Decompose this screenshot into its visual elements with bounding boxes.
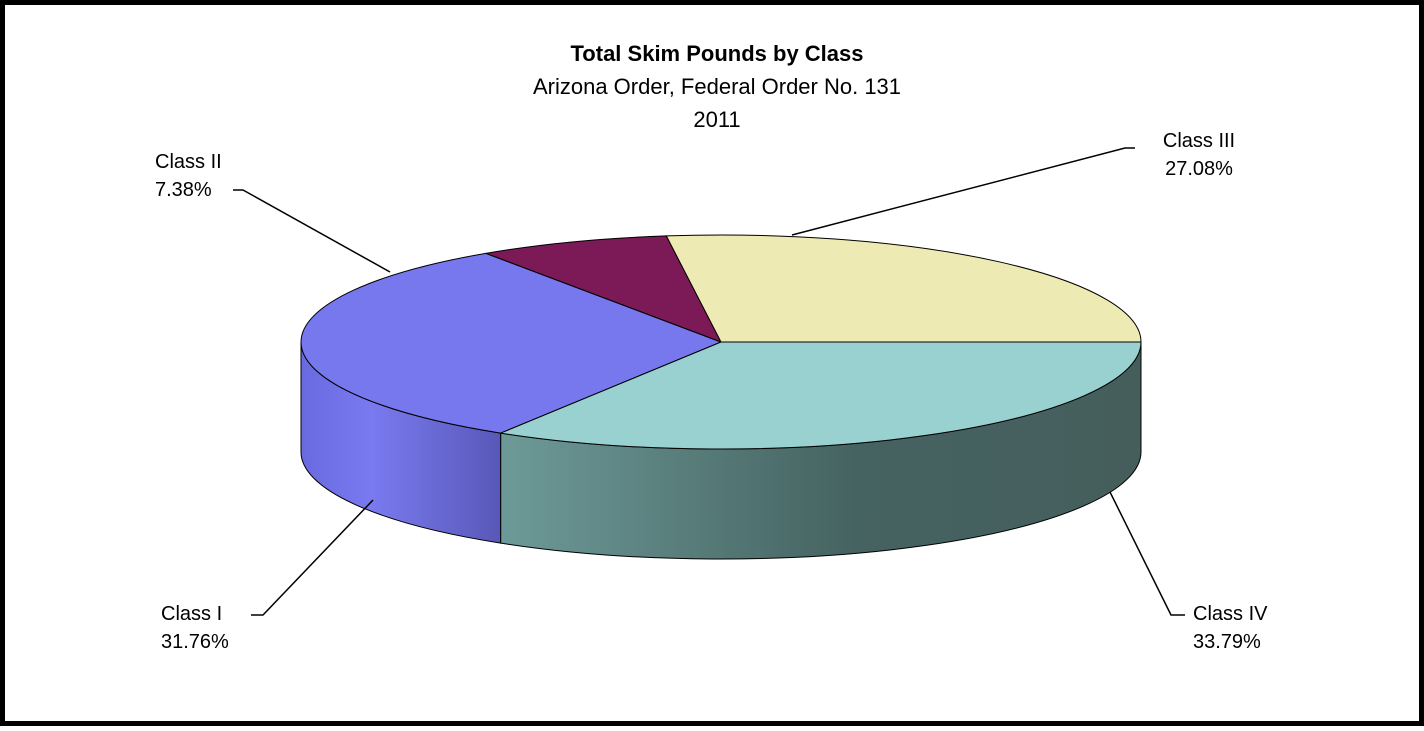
leader-line-class-i — [251, 499, 374, 616]
leader-line-class-ii — [233, 189, 391, 273]
slice-class-iii[interactable] — [665, 234, 1142, 343]
slice-label-class-iv: Class IV — [1193, 603, 1268, 625]
chart-subtitle-year: 2011 — [693, 107, 740, 132]
slice-percent-class-ii: 7.38% — [155, 179, 212, 201]
slice-percent-class-i: 31.76% — [161, 631, 229, 653]
leader-line-class-iv — [1109, 491, 1185, 616]
leader-line-class-iii — [791, 147, 1135, 236]
chart-title: Total Skim Pounds by Class — [571, 41, 864, 66]
slice-label-class-iii: Class III — [1163, 130, 1235, 152]
slice-class-ii[interactable] — [483, 235, 723, 343]
slice-percent-class-iii: 27.08% — [1165, 158, 1233, 180]
slice-class-i[interactable] — [300, 252, 723, 434]
slice-label-class-i: Class I — [161, 603, 222, 625]
slice-percent-class-iv: 33.79% — [1193, 631, 1261, 653]
chart-subtitle: Arizona Order, Federal Order No. 131 — [533, 74, 901, 99]
slice-class-iv[interactable] — [498, 341, 1142, 450]
slice-label-class-ii: Class II — [155, 151, 222, 173]
pie-chart: Total Skim Pounds by Class Arizona Order… — [155, 41, 1268, 653]
